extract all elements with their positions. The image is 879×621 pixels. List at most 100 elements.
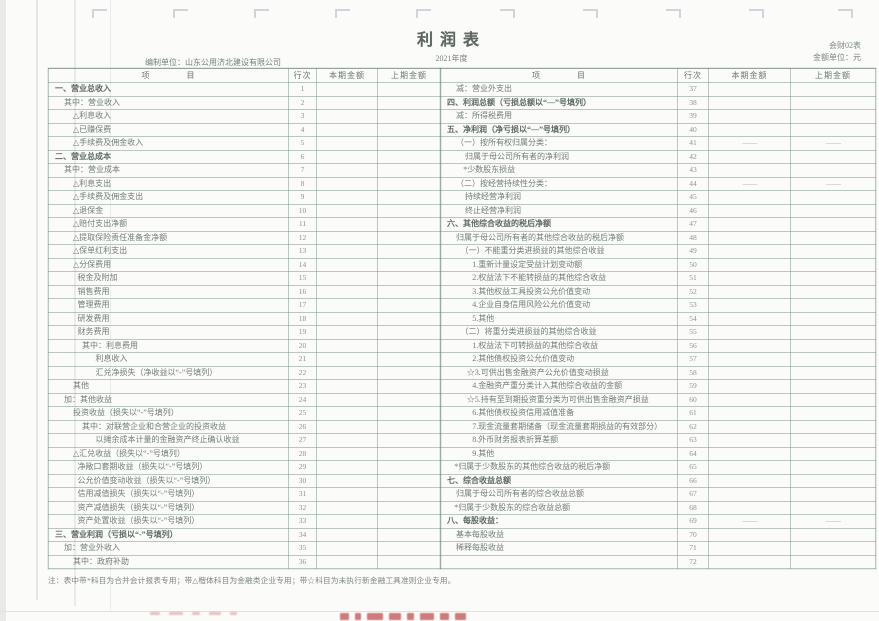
prior-amount-cell — [377, 500, 441, 515]
line-number: 62 — [677, 419, 709, 434]
line-number: 2 — [288, 95, 317, 110]
prior-amount-cell — [377, 338, 441, 353]
corner-mark-icon — [500, 9, 515, 18]
table-row: 9.其他 64 — [440, 446, 876, 461]
current-amount-cell — [316, 460, 378, 475]
current-amount-cell — [316, 271, 378, 286]
item-label: *归属于少数股东的综合收益总额 — [440, 500, 678, 515]
table-row: 减：营业外支出 37 — [440, 82, 876, 97]
prepared-by-label: 编制单位：山东公用济北建设有限公司 — [145, 58, 281, 67]
table-row: 减：所得税费用 39 — [440, 109, 876, 124]
prior-amount-cell — [377, 244, 441, 259]
item-label: ☆5.持有至到期投资重分类为可供出售金融资产损益 — [440, 392, 678, 407]
table-header-row: 项 目 行次 本期金额 上期金额 — [48, 68, 441, 83]
prior-amount-cell — [790, 82, 876, 97]
table-row: 终止经营净利润 46 — [440, 203, 876, 218]
reporting-period: 2021年度 — [435, 54, 468, 63]
line-number: 69 — [677, 514, 709, 529]
table-row: 3.其他权益工具投资公允价值变动 52 — [440, 284, 876, 299]
item-label: 2.其他债权投资公允价值变动 — [440, 352, 678, 367]
item-label: 四、利润总额（亏损总额以“—”号填列） — [440, 95, 678, 110]
current-amount-cell — [708, 149, 791, 164]
prior-amount-cell: —— — [790, 176, 876, 191]
line-number: 55 — [677, 325, 709, 340]
line-number: 15 — [288, 271, 317, 286]
prior-amount-cell — [377, 554, 441, 569]
line-number: 71 — [677, 541, 709, 556]
line-number: 59 — [677, 379, 709, 394]
line-number: 68 — [677, 500, 709, 515]
prior-amount-cell — [790, 419, 876, 434]
item-label: 净敞口套期收益（损失以“-”号填列） — [48, 460, 289, 475]
prior-amount-cell — [377, 352, 441, 367]
prior-amount-cell — [377, 392, 441, 407]
item-label: 投资收益（损失以“-”号填列） — [48, 406, 289, 421]
prior-amount-cell — [377, 203, 441, 218]
item-label: 以摊余成本计量的金融资产终止确认收益 — [48, 433, 289, 448]
header-current: 本期金额 — [316, 68, 378, 83]
table-row: 六、其他综合收益的税后净额 47 — [440, 217, 876, 232]
item-label: 5.其他 — [440, 311, 678, 326]
current-amount-cell — [708, 230, 791, 245]
prior-amount-cell — [377, 419, 441, 434]
current-amount-cell — [708, 82, 791, 97]
line-number: 44 — [677, 176, 709, 191]
prior-amount-cell — [377, 433, 441, 448]
current-amount-cell — [708, 460, 791, 475]
prior-amount-cell — [790, 203, 876, 218]
item-label: 减：营业外支出 — [440, 82, 678, 97]
prior-amount-cell — [790, 271, 876, 286]
line-number: 40 — [677, 122, 709, 137]
item-label: 其中：营业收入 — [48, 95, 289, 110]
page-title: 利润表 — [416, 32, 486, 49]
prior-amount-cell — [790, 554, 876, 569]
table-row: 2.其他债权投资公允价值变动 57 — [440, 352, 876, 367]
prior-amount-cell — [790, 122, 876, 137]
item-label: 其他 — [48, 379, 289, 394]
current-amount-cell — [316, 500, 378, 515]
table-row: *少数股东损益 43 — [440, 163, 876, 178]
corner-mark-icon — [583, 9, 598, 18]
table-row: 6.其他债权投资信用减值准备 61 — [440, 406, 876, 421]
prior-amount-cell — [790, 352, 876, 367]
line-number: 46 — [677, 203, 709, 218]
table-row: 公允价值变动收益（损失以“-”号填列） 30 — [48, 473, 441, 488]
table-row: *归属于少数股东的综合收益总额 68 — [440, 500, 876, 515]
prior-amount-cell — [790, 217, 876, 232]
table-row: 8.外币财务报表折算差额 63 — [440, 433, 876, 448]
prior-amount-cell — [790, 298, 876, 313]
table-row: 三、营业利润（亏损以“-”号填列） 34 — [48, 527, 441, 542]
current-amount-cell — [708, 95, 791, 110]
current-amount-cell — [316, 365, 378, 380]
item-label: （一）按所有权归属分类： — [440, 136, 678, 151]
prior-amount-cell — [790, 244, 876, 259]
item-label — [440, 554, 678, 569]
item-label: 其中：利息费用 — [48, 338, 289, 353]
line-number: 50 — [677, 257, 709, 272]
item-label: 其中：政府补助 — [48, 554, 289, 569]
table-row: 信用减值损失（损失以“-”号填列） 31 — [48, 487, 441, 502]
table-row: 净敞口套期收益（损失以“-”号填列） 29 — [48, 460, 441, 475]
table-row: 加：营业外收入 35 — [48, 541, 441, 556]
prior-amount-cell — [377, 257, 441, 272]
line-number: 18 — [288, 311, 317, 326]
table-row: 税金及附加 15 — [48, 271, 441, 286]
table-row: 以摊余成本计量的金融资产终止确认收益 27 — [48, 433, 441, 448]
item-label: *归属于少数股东的其他综合收益的税后净额 — [440, 460, 678, 475]
current-amount-cell — [708, 217, 791, 232]
table-row: △赔付支出净额 11 — [48, 217, 441, 232]
item-label: 基本每股收益 — [440, 527, 678, 542]
current-amount-cell — [708, 352, 791, 367]
prior-amount-cell — [377, 541, 441, 556]
line-number: 29 — [288, 460, 317, 475]
prior-amount-cell — [377, 379, 441, 394]
table-row: 利息收入 21 — [48, 352, 441, 367]
table-row: 研发费用 18 — [48, 311, 441, 326]
prior-amount-cell — [790, 149, 876, 164]
line-number: 9 — [288, 190, 317, 205]
income-statement-table-right: 项 目 行次 本期金额 上期金额 减：营业外支出 37 四、利润总额（亏损总额以“—… — [440, 68, 876, 569]
item-label: 加：营业外收入 — [48, 541, 289, 556]
prior-amount-cell — [790, 95, 876, 110]
table-row: 72 — [440, 554, 876, 569]
item-label: 6.其他债权投资信用减值准备 — [440, 406, 678, 421]
